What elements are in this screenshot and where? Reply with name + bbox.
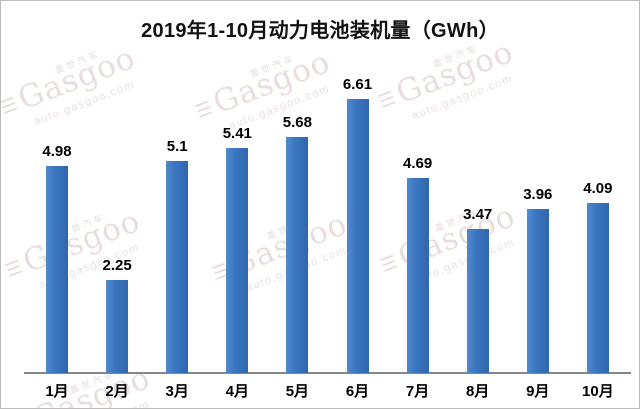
- x-axis-label-month-9: 9月: [526, 383, 550, 400]
- x-axis-label-month-10: 10月: [582, 383, 614, 400]
- x-axis-label-month-7: 7月: [405, 383, 430, 400]
- bar-month-5: [286, 137, 309, 373]
- bar-month-3: [166, 161, 189, 373]
- x-axis-line: [24, 372, 631, 374]
- value-label-month-2: 2.25: [102, 256, 132, 274]
- bar-month-10: [586, 203, 609, 373]
- bar-month-9: [526, 208, 549, 373]
- value-label-month-5: 5.68: [282, 114, 312, 132]
- value-label-month-10: 4.09: [583, 180, 613, 198]
- x-axis-label-month-4: 4月: [225, 383, 249, 400]
- x-axis-label-month-8: 8月: [466, 383, 490, 400]
- x-axis-label-month-1: 1月: [45, 383, 69, 400]
- x-axis-label-month-2: 2月: [105, 383, 129, 400]
- bar-month-4: [226, 148, 249, 373]
- value-label-month-7: 4.69: [402, 155, 433, 173]
- bar-month-7: [406, 178, 429, 373]
- bar-month-1: [46, 166, 68, 373]
- bar-month-2: [106, 279, 129, 373]
- bar-month-6: [346, 98, 369, 373]
- value-label-month-1: 4.98: [42, 143, 72, 161]
- chart-title: 2019年1-10月动力电池装机量（GWh）: [141, 20, 499, 42]
- value-label-month-6: 6.61: [342, 75, 373, 93]
- value-label-month-3: 5.1: [166, 138, 188, 156]
- value-label-month-8: 3.47: [463, 205, 493, 223]
- bar-month-8: [466, 228, 489, 373]
- value-label-month-4: 5.41: [222, 125, 252, 143]
- x-axis-label-month-3: 3月: [165, 383, 189, 400]
- x-axis-label-month-5: 5月: [285, 383, 310, 400]
- x-axis-label-month-6: 6月: [345, 383, 370, 400]
- value-label-month-9: 3.96: [523, 185, 553, 203]
